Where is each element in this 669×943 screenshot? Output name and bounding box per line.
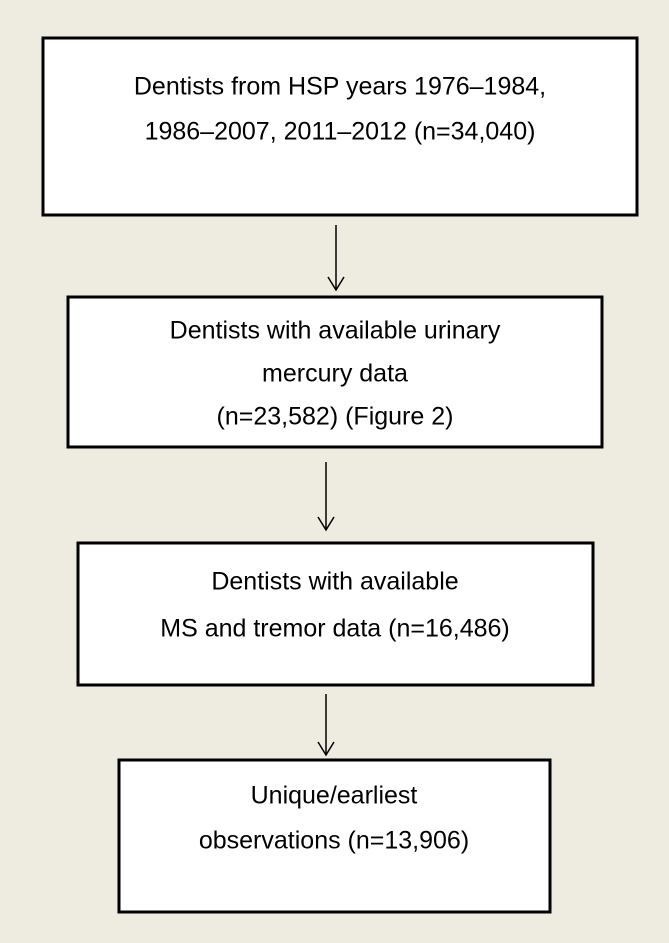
node-text: Dentists with available urinary — [170, 317, 501, 345]
node-text: mercury data — [262, 360, 408, 388]
node-text: observations (n=13,906) — [199, 827, 469, 855]
node-box — [76, 541, 595, 687]
node-text: MS and tremor data (n=16,486) — [160, 615, 510, 643]
node-box — [41, 36, 639, 217]
node-box — [66, 295, 604, 449]
node-text: Dentists with available — [211, 568, 458, 596]
node-text: 1986–2007, 2011–2012 (n=34,040) — [145, 118, 536, 146]
node-text: (n=23,582) (Figure 2) — [217, 403, 454, 431]
arrow-head — [317, 516, 335, 532]
node-text: Unique/earliest — [251, 782, 418, 810]
node-box — [117, 758, 552, 914]
arrow-head — [317, 741, 335, 757]
node-text: Dentists from HSP years 1976–1984, — [134, 73, 546, 101]
arrow-head — [327, 276, 345, 292]
